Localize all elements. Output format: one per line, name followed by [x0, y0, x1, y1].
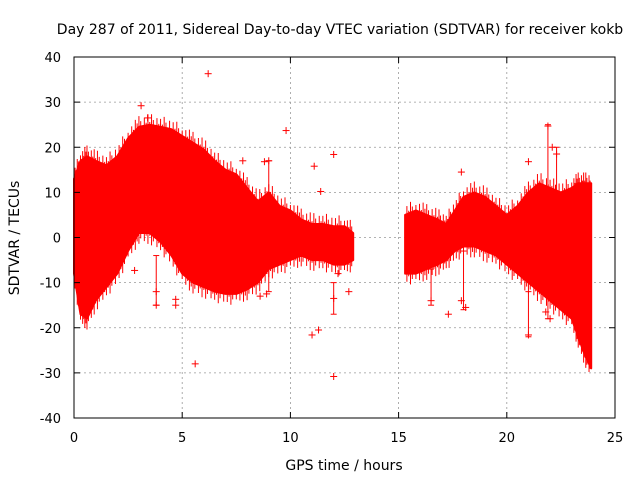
outlier-point	[282, 127, 290, 135]
outlier-point	[544, 122, 552, 130]
outlier-point	[172, 301, 180, 309]
y-tick-label: 10	[44, 186, 61, 201]
axis-tick-labels: 0 5 10 15 20 25 -40 -30 -20 -10 0 10 20 30 40	[40, 51, 624, 446]
outlier-point	[265, 157, 273, 165]
outlier-point	[524, 158, 532, 166]
axis-ticks	[73, 56, 616, 419]
outlier-point	[548, 143, 556, 151]
outlier-point	[204, 70, 212, 78]
outlier-point	[583, 326, 591, 334]
y-tick-label: -10	[40, 277, 61, 292]
data-layer	[73, 70, 593, 380]
outlier-point	[553, 150, 561, 158]
outlier-point	[330, 372, 338, 380]
x-axis-title: GPS time / hours	[285, 458, 402, 474]
x-tick-label: 0	[70, 431, 78, 446]
x-tick-label: 20	[499, 431, 516, 446]
y-tick-label: 20	[44, 141, 61, 156]
grid-lines	[74, 57, 615, 418]
x-tick-label: 10	[282, 431, 299, 446]
outlier-point	[345, 288, 353, 296]
outlier-point	[330, 294, 338, 302]
outlier-point	[330, 150, 338, 158]
outlier-point	[191, 360, 199, 368]
x-tick-label: 15	[390, 431, 407, 446]
outlier-point	[457, 168, 465, 176]
x-tick-label: 25	[607, 431, 624, 446]
outlier-point	[172, 295, 180, 303]
outlier-point	[462, 303, 470, 311]
outlier-point	[524, 331, 532, 339]
outlier-point	[546, 315, 554, 323]
outlier-point	[256, 292, 264, 300]
y-tick-label: -20	[40, 322, 61, 337]
outlier-point	[152, 301, 160, 309]
outlier-point	[334, 270, 342, 278]
outlier-point	[131, 266, 139, 274]
y-axis-title: SDTVAR / TECUs	[7, 181, 23, 296]
outlier-point	[239, 157, 247, 165]
outlier-point	[137, 102, 145, 110]
outlier-point	[308, 331, 316, 339]
y-tick-label: 40	[44, 51, 61, 66]
y-tick-label: -30	[40, 367, 61, 382]
x-tick-label: 5	[178, 431, 186, 446]
outlier-point	[542, 308, 550, 316]
outlier-point	[152, 288, 160, 296]
y-tick-label: 30	[44, 96, 61, 111]
outlier-point	[144, 114, 152, 122]
y-tick-label: 0	[53, 232, 61, 247]
outlier-point	[457, 297, 465, 305]
outlier-point	[310, 162, 318, 170]
outlier-point	[315, 326, 323, 334]
outlier-point	[317, 187, 325, 195]
outlier-point	[232, 174, 240, 182]
y-tick-label: -40	[40, 412, 61, 427]
outlier-point	[444, 310, 452, 318]
outlier-point	[260, 158, 268, 166]
chart-title: Day 287 of 2011, Sidereal Day-to-day VTE…	[57, 22, 623, 38]
outlier-point	[427, 297, 435, 305]
outlier-point	[263, 290, 271, 298]
